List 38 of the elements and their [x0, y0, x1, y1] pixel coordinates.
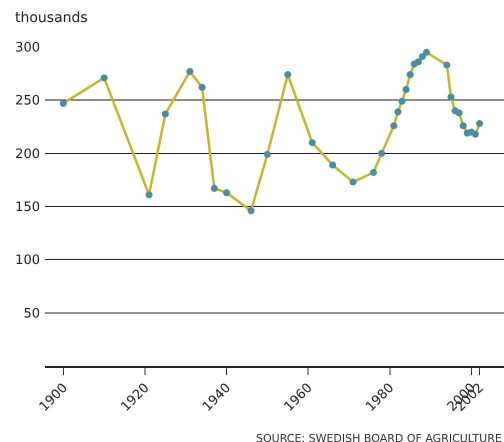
- point: [350, 178, 357, 186]
- point: [476, 120, 484, 128]
- y-tick-label: 300: [15, 40, 40, 56]
- point: [390, 122, 398, 130]
- point: [398, 98, 406, 105]
- y-tick-label: 250: [15, 94, 40, 109]
- point: [308, 139, 316, 146]
- point: [406, 71, 414, 78]
- point: [378, 150, 386, 157]
- point: [60, 100, 67, 107]
- point: [402, 86, 410, 94]
- point: [447, 93, 454, 100]
- point: [146, 191, 153, 198]
- point: [456, 109, 463, 116]
- point: [186, 68, 194, 75]
- y-axis-title: thousands: [15, 10, 88, 26]
- point: [210, 184, 218, 192]
- point: [100, 74, 108, 82]
- point: [370, 168, 377, 176]
- y-tick-label: 100: [15, 253, 40, 268]
- point: [418, 53, 426, 60]
- point: [162, 110, 169, 118]
- point: [284, 71, 292, 78]
- point: [414, 58, 422, 66]
- point: [472, 130, 479, 138]
- point: [248, 207, 255, 214]
- point: [264, 150, 271, 158]
- point: [329, 162, 336, 169]
- point: [394, 108, 402, 116]
- source-note: SOURCE: SWEDISH BOARD OF AGRICULTURE: [256, 432, 502, 442]
- y-tick-label: 50: [23, 306, 40, 322]
- point: [422, 48, 430, 56]
- point: [198, 84, 206, 91]
- point: [460, 122, 467, 130]
- point: [443, 62, 450, 69]
- point: [223, 189, 230, 196]
- y-tick-label: 150: [15, 200, 40, 216]
- y-tick-label: 200: [15, 146, 40, 162]
